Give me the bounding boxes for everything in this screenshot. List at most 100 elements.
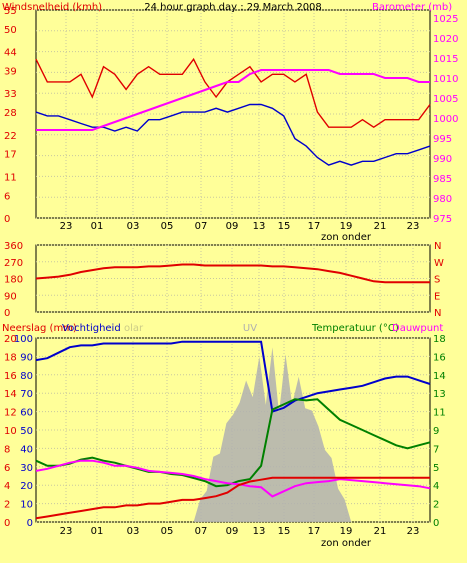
x-tick-1-11: 23 <box>407 221 420 232</box>
x-tick-1-8: 17 <box>308 221 321 232</box>
x-tick-1-6: 13 <box>253 221 266 232</box>
left-tick-1-5: 28 <box>4 108 17 119</box>
y-axis-label-solar: olar <box>124 323 144 334</box>
rain-tick-4: 8 <box>4 444 10 455</box>
hum-tick-4: 40 <box>20 444 33 455</box>
x-tick-1-4: 07 <box>195 221 208 232</box>
temp-tick-10: 18 <box>433 334 446 345</box>
hum-tick-7: 70 <box>20 389 33 400</box>
temp-tick-3: 5 <box>433 463 439 474</box>
rain-tick-1: 2 <box>4 500 10 511</box>
right-tick-1-4: 995 <box>433 134 452 145</box>
x-tick-3-5: 09 <box>226 526 239 537</box>
x-tick-1-9: 19 <box>340 221 353 232</box>
hum-tick-2: 20 <box>20 481 33 492</box>
series-1-red <box>35 57 431 129</box>
x-tick-3-7: 15 <box>278 526 291 537</box>
zon-onder-1: zon onder <box>321 232 372 243</box>
x-tick-3-6: 13 <box>253 526 266 537</box>
right-tick-1-0: 975 <box>433 214 452 225</box>
rain-tick-6: 12 <box>4 408 17 419</box>
series-2-red <box>35 263 430 284</box>
left-tick-2-2: 180 <box>4 275 23 286</box>
hum-tick-6: 60 <box>20 408 33 419</box>
hum-tick-8: 80 <box>20 371 33 382</box>
x-tick-3-11: 23 <box>407 526 420 537</box>
right-tick-1-7: 1010 <box>433 74 458 85</box>
left-tick-2-1: 90 <box>4 291 17 302</box>
rain-tick-9: 18 <box>4 352 17 363</box>
x-tick-1-1: 01 <box>91 221 104 232</box>
right-tick-1-2: 985 <box>433 174 452 185</box>
left-tick-1-1: 6 <box>4 191 10 202</box>
series-3-blue <box>35 340 431 413</box>
left-tick-1-8: 44 <box>4 48 17 59</box>
hum-tick-10: 100 <box>14 334 33 345</box>
x-tick-1-10: 21 <box>374 221 387 232</box>
temp-tick-0: 0 <box>433 518 439 529</box>
temp-tick-7: 13 <box>433 389 446 400</box>
compass-tick-0: N <box>434 241 441 252</box>
left-tick-1-9: 50 <box>4 25 17 36</box>
x-tick-3-10: 21 <box>374 526 387 537</box>
zon-onder-3: zon onder <box>321 538 372 549</box>
y-axis-label-left-1: Windsnelheid (kmh) <box>2 2 102 13</box>
x-tick-3-9: 19 <box>340 526 353 537</box>
temp-tick-6: 11 <box>433 408 446 419</box>
y-axis-label-hum: Vochtigheid <box>62 323 121 334</box>
x-tick-3-3: 05 <box>161 526 174 537</box>
x-tick-1-3: 05 <box>161 221 174 232</box>
y-axis-label-right-3: Temperatuur (°C) <box>311 323 399 334</box>
y-axis-label-right-1: Barometer (mb) <box>372 2 452 13</box>
series-3-red <box>35 476 430 520</box>
rain-tick-10: 20 <box>4 334 17 345</box>
left-tick-1-6: 33 <box>4 89 17 100</box>
compass-tick-1: W <box>434 258 444 269</box>
temp-tick-9: 16 <box>433 352 446 363</box>
temp-tick-2: 4 <box>433 481 439 492</box>
x-tick-3-8: 17 <box>308 526 321 537</box>
rain-tick-7: 14 <box>4 389 17 400</box>
y-axis-label-left-3: Neerslag (mm) <box>2 323 77 334</box>
rain-tick-8: 16 <box>4 371 17 382</box>
right-tick-1-5: 1000 <box>433 114 458 125</box>
compass-tick-2: S <box>434 275 440 286</box>
compass-tick-4: N <box>434 308 441 319</box>
hum-tick-5: 50 <box>20 426 33 437</box>
left-tick-2-4: 360 <box>4 241 23 252</box>
temp-tick-8: 14 <box>433 371 446 382</box>
right-tick-1-1: 980 <box>433 194 452 205</box>
left-tick-2-3: 270 <box>4 258 23 269</box>
right-tick-1-9: 1020 <box>433 34 458 45</box>
rain-tick-5: 10 <box>4 426 17 437</box>
compass-tick-3: E <box>434 291 440 302</box>
left-tick-1-3: 17 <box>4 150 17 161</box>
temp-tick-4: 7 <box>433 444 439 455</box>
hum-tick-9: 90 <box>20 352 33 363</box>
left-tick-1-7: 39 <box>4 67 17 78</box>
hum-tick-1: 10 <box>20 500 33 511</box>
left-tick-1-2: 11 <box>4 172 17 183</box>
uv-label: UV <box>243 323 257 334</box>
left-tick-1-4: 22 <box>4 131 17 142</box>
series-1-magenta <box>36 69 430 131</box>
rain-tick-2: 4 <box>4 481 10 492</box>
rain-tick-0: 0 <box>4 518 10 529</box>
x-tick-3-1: 01 <box>91 526 104 537</box>
right-tick-1-10: 1025 <box>433 14 458 25</box>
rain-tick-3: 6 <box>4 463 10 474</box>
left-tick-2-0: 0 <box>4 308 10 319</box>
left-tick-1-10: 55 <box>4 6 17 17</box>
temp-tick-1: 2 <box>433 500 439 511</box>
panel-frame-0 <box>35 9 431 219</box>
x-tick-3-4: 07 <box>195 526 208 537</box>
hum-tick-0: 0 <box>27 518 33 529</box>
series-3-magenta <box>35 459 431 498</box>
left-tick-1-0: 0 <box>4 214 10 225</box>
y-axis-label-dew: Dauwpunt <box>392 323 443 334</box>
x-tick-1-0: 23 <box>60 221 73 232</box>
chart-title: 24 hour graph day : 29 March 2008 <box>144 2 322 13</box>
x-tick-3-2: 03 <box>127 526 140 537</box>
